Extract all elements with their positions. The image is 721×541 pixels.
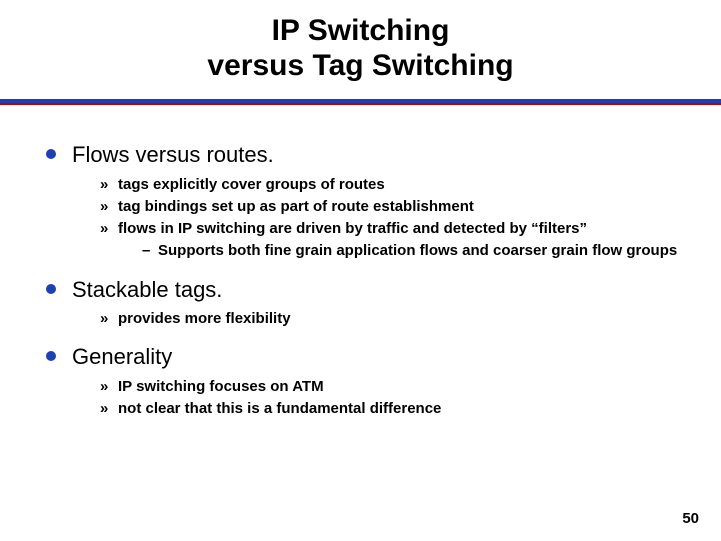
sub-bullet-group: IP switching focuses on ATM not clear th… — [72, 377, 691, 420]
bullet-item: Stackable tags. provides more flexibilit… — [46, 276, 691, 330]
sub-sub-bullet-text: Supports both fine grain application flo… — [158, 242, 677, 259]
sub-bullet-text: not clear that this is a fundamental dif… — [118, 400, 441, 417]
sub-bullet-text: tag bindings set up as part of route est… — [118, 198, 474, 215]
bullet-text: Stackable tags. — [72, 277, 222, 302]
sub-bullet-text: flows in IP switching are driven by traf… — [118, 220, 587, 237]
slide: IP Switching versus Tag Switching Flows … — [0, 0, 721, 541]
bullet-item: Flows versus routes. tags explicitly cov… — [46, 141, 691, 262]
sub-bullet-text: tags explicitly cover groups of routes — [118, 176, 385, 193]
slide-title-block: IP Switching versus Tag Switching — [0, 0, 721, 93]
sub-bullet-item: IP switching focuses on ATM — [100, 377, 691, 397]
slide-title-line1: IP Switching — [0, 14, 721, 49]
circle-bullet-icon — [46, 149, 56, 159]
sub-sub-bullet-group: Supports both fine grain application flo… — [118, 241, 691, 261]
sub-bullet-item: tag bindings set up as part of route est… — [100, 197, 691, 217]
sub-bullet-group: provides more flexibility — [72, 309, 691, 329]
bullet-item: Generality IP switching focuses on ATM n… — [46, 343, 691, 419]
sub-sub-bullet-item: Supports both fine grain application flo… — [142, 241, 691, 261]
sub-bullet-item: tags explicitly cover groups of routes — [100, 175, 691, 195]
sub-bullet-item: provides more flexibility — [100, 309, 691, 329]
sub-bullet-group: tags explicitly cover groups of routes t… — [72, 175, 691, 262]
bullet-text: Generality — [72, 344, 172, 369]
slide-title-line2: versus Tag Switching — [0, 49, 721, 84]
circle-bullet-icon — [46, 284, 56, 294]
page-number: 50 — [682, 510, 699, 527]
sub-bullet-text: provides more flexibility — [118, 310, 291, 327]
bullet-text: Flows versus routes. — [72, 142, 274, 167]
slide-content: Flows versus routes. tags explicitly cov… — [0, 105, 721, 419]
sub-bullet-item: not clear that this is a fundamental dif… — [100, 399, 691, 419]
circle-bullet-icon — [46, 351, 56, 361]
sub-bullet-item: flows in IP switching are driven by traf… — [100, 219, 691, 262]
sub-bullet-text: IP switching focuses on ATM — [118, 378, 324, 395]
